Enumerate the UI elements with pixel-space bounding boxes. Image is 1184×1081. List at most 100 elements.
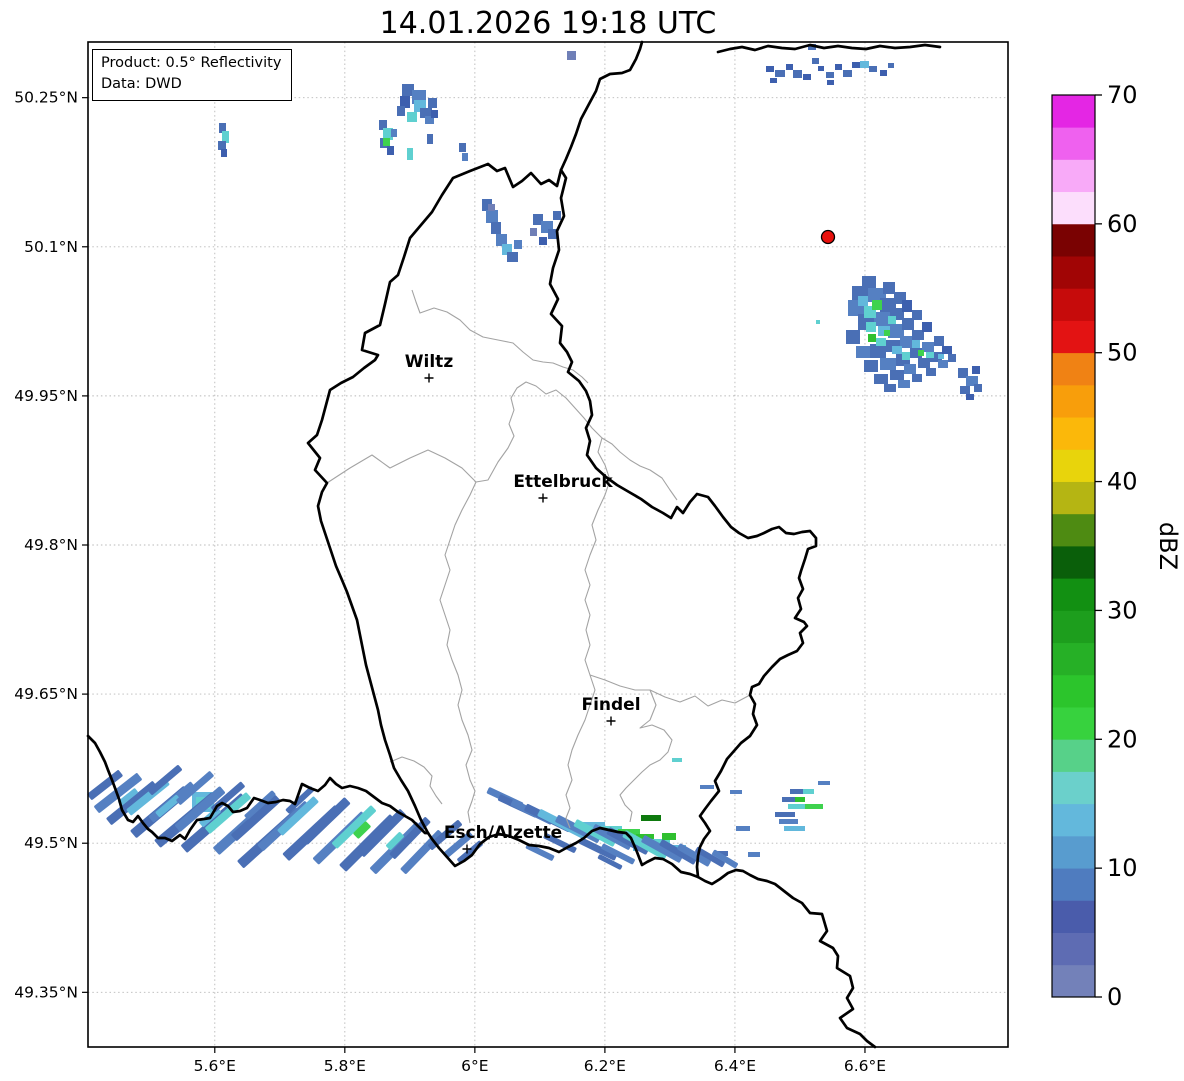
echo-streak: [457, 840, 483, 864]
colorbar-segment: [1052, 255, 1095, 289]
echo-rect: [972, 366, 980, 374]
echo-rect: [779, 819, 798, 824]
echo-streak: [332, 805, 376, 849]
echo-rect: [958, 368, 968, 378]
echo-rect: [856, 346, 870, 358]
internal-border: [439, 481, 477, 824]
echo-rect: [902, 318, 914, 330]
colorbar-segment: [1052, 835, 1095, 869]
echo-streak: [606, 827, 650, 855]
city-label: Wiltz: [405, 352, 454, 372]
echo-rect: [960, 386, 970, 394]
echo-rect: [966, 394, 974, 400]
echo-rect: [407, 148, 413, 160]
echo-rect: [766, 66, 774, 72]
echo-rect: [888, 324, 904, 338]
national-border: [306, 162, 818, 879]
map-frame: [87, 41, 1009, 1048]
echo-streak: [695, 846, 725, 868]
echo-rect: [784, 826, 805, 831]
x-tick-label: 6.6°E: [844, 1057, 886, 1075]
y-tick-label: 49.35°N: [14, 983, 78, 1001]
echo-streak: [244, 790, 276, 820]
product-label: Product: 0.5° Reflectivity: [101, 55, 282, 71]
echo-rect: [926, 352, 934, 358]
echo-rect: [672, 758, 682, 762]
echo-streak: [597, 854, 623, 870]
echo-streak: [622, 830, 668, 860]
colorbar-segment: [1052, 223, 1095, 257]
echo-streak: [601, 843, 635, 865]
echo-rect: [431, 110, 438, 118]
echo-rect: [383, 128, 393, 140]
echo-rect: [883, 282, 895, 294]
colorbar-segment: [1052, 545, 1095, 579]
echo-rect: [872, 300, 882, 310]
city-label: Findel: [581, 695, 640, 715]
echo-rect: [890, 370, 904, 380]
colorbar-segment: [1052, 964, 1095, 998]
echo-rect: [486, 210, 498, 223]
echo-rect: [818, 781, 830, 785]
colorbar-tick-label: 50: [1107, 339, 1138, 367]
city-marker: [538, 493, 548, 503]
echo-rect: [782, 797, 795, 802]
internal-border: [589, 674, 751, 707]
city-markers: Wiltz Ettelbruck Findel Esch/Alzette: [405, 352, 641, 854]
echo-rect: [514, 240, 522, 249]
city-marker: [424, 373, 434, 383]
city-label: Esch/Alzette: [444, 823, 562, 843]
colorbar-segment: [1052, 384, 1095, 418]
echo-streak: [301, 797, 351, 845]
echo-rect: [912, 374, 922, 382]
echo-rect: [902, 300, 912, 312]
echo-rect: [775, 812, 795, 817]
echo-rect: [748, 852, 760, 857]
colorbar-segment: [1052, 416, 1095, 450]
colorbar-tick-label: 70: [1107, 81, 1138, 109]
y-tick-label: 49.65°N: [14, 685, 78, 703]
echo-rect: [974, 384, 982, 392]
echo-rect: [852, 62, 860, 68]
y-tick-label: 49.95°N: [14, 387, 78, 405]
colorbar-tick-label: 10: [1107, 854, 1138, 882]
colorbar-segment: [1052, 159, 1095, 193]
echo-rect: [219, 123, 226, 133]
colorbar-segment: [1052, 674, 1095, 708]
echo-rect: [884, 384, 896, 392]
product-info-box: Product: 0.5° Reflectivity Data: DWD: [92, 49, 293, 102]
internal-border: [389, 756, 443, 805]
echo-rect: [391, 129, 397, 137]
city-label: Ettelbruck: [513, 472, 613, 492]
colorbar-tick-label: 60: [1107, 210, 1138, 238]
echo-rect: [459, 143, 466, 152]
echo-rect: [888, 63, 894, 68]
echo-rect: [942, 346, 952, 354]
echo-rect: [902, 352, 910, 360]
echo-rect: [427, 134, 433, 144]
echo-streak: [358, 809, 406, 857]
echo-rect: [788, 804, 805, 809]
echo-rect: [926, 368, 936, 376]
internal-border: [326, 381, 678, 501]
grid-lines: [88, 42, 1008, 1047]
y-tick-label: 50.1°N: [24, 238, 78, 256]
colorbar-segment: [1052, 577, 1095, 611]
echo-rect: [922, 322, 932, 332]
city-marker: [606, 716, 616, 726]
x-tick-label: 5.8°E: [324, 1057, 366, 1075]
x-tick-label: 6.4°E: [714, 1057, 756, 1075]
echo-streak: [659, 839, 697, 865]
echo-streak: [148, 765, 182, 795]
radar-echoes: [87, 44, 982, 874]
echo-rect: [900, 336, 912, 348]
echo-rect: [222, 131, 229, 143]
echo-rect: [420, 108, 432, 118]
echo-rect: [383, 138, 390, 146]
colorbar-segment: [1052, 126, 1095, 160]
echo-rect: [502, 244, 512, 255]
echo-streak: [118, 788, 138, 806]
echo-rect: [843, 70, 852, 77]
echo-rect: [866, 322, 876, 332]
echo-streak: [87, 770, 123, 800]
